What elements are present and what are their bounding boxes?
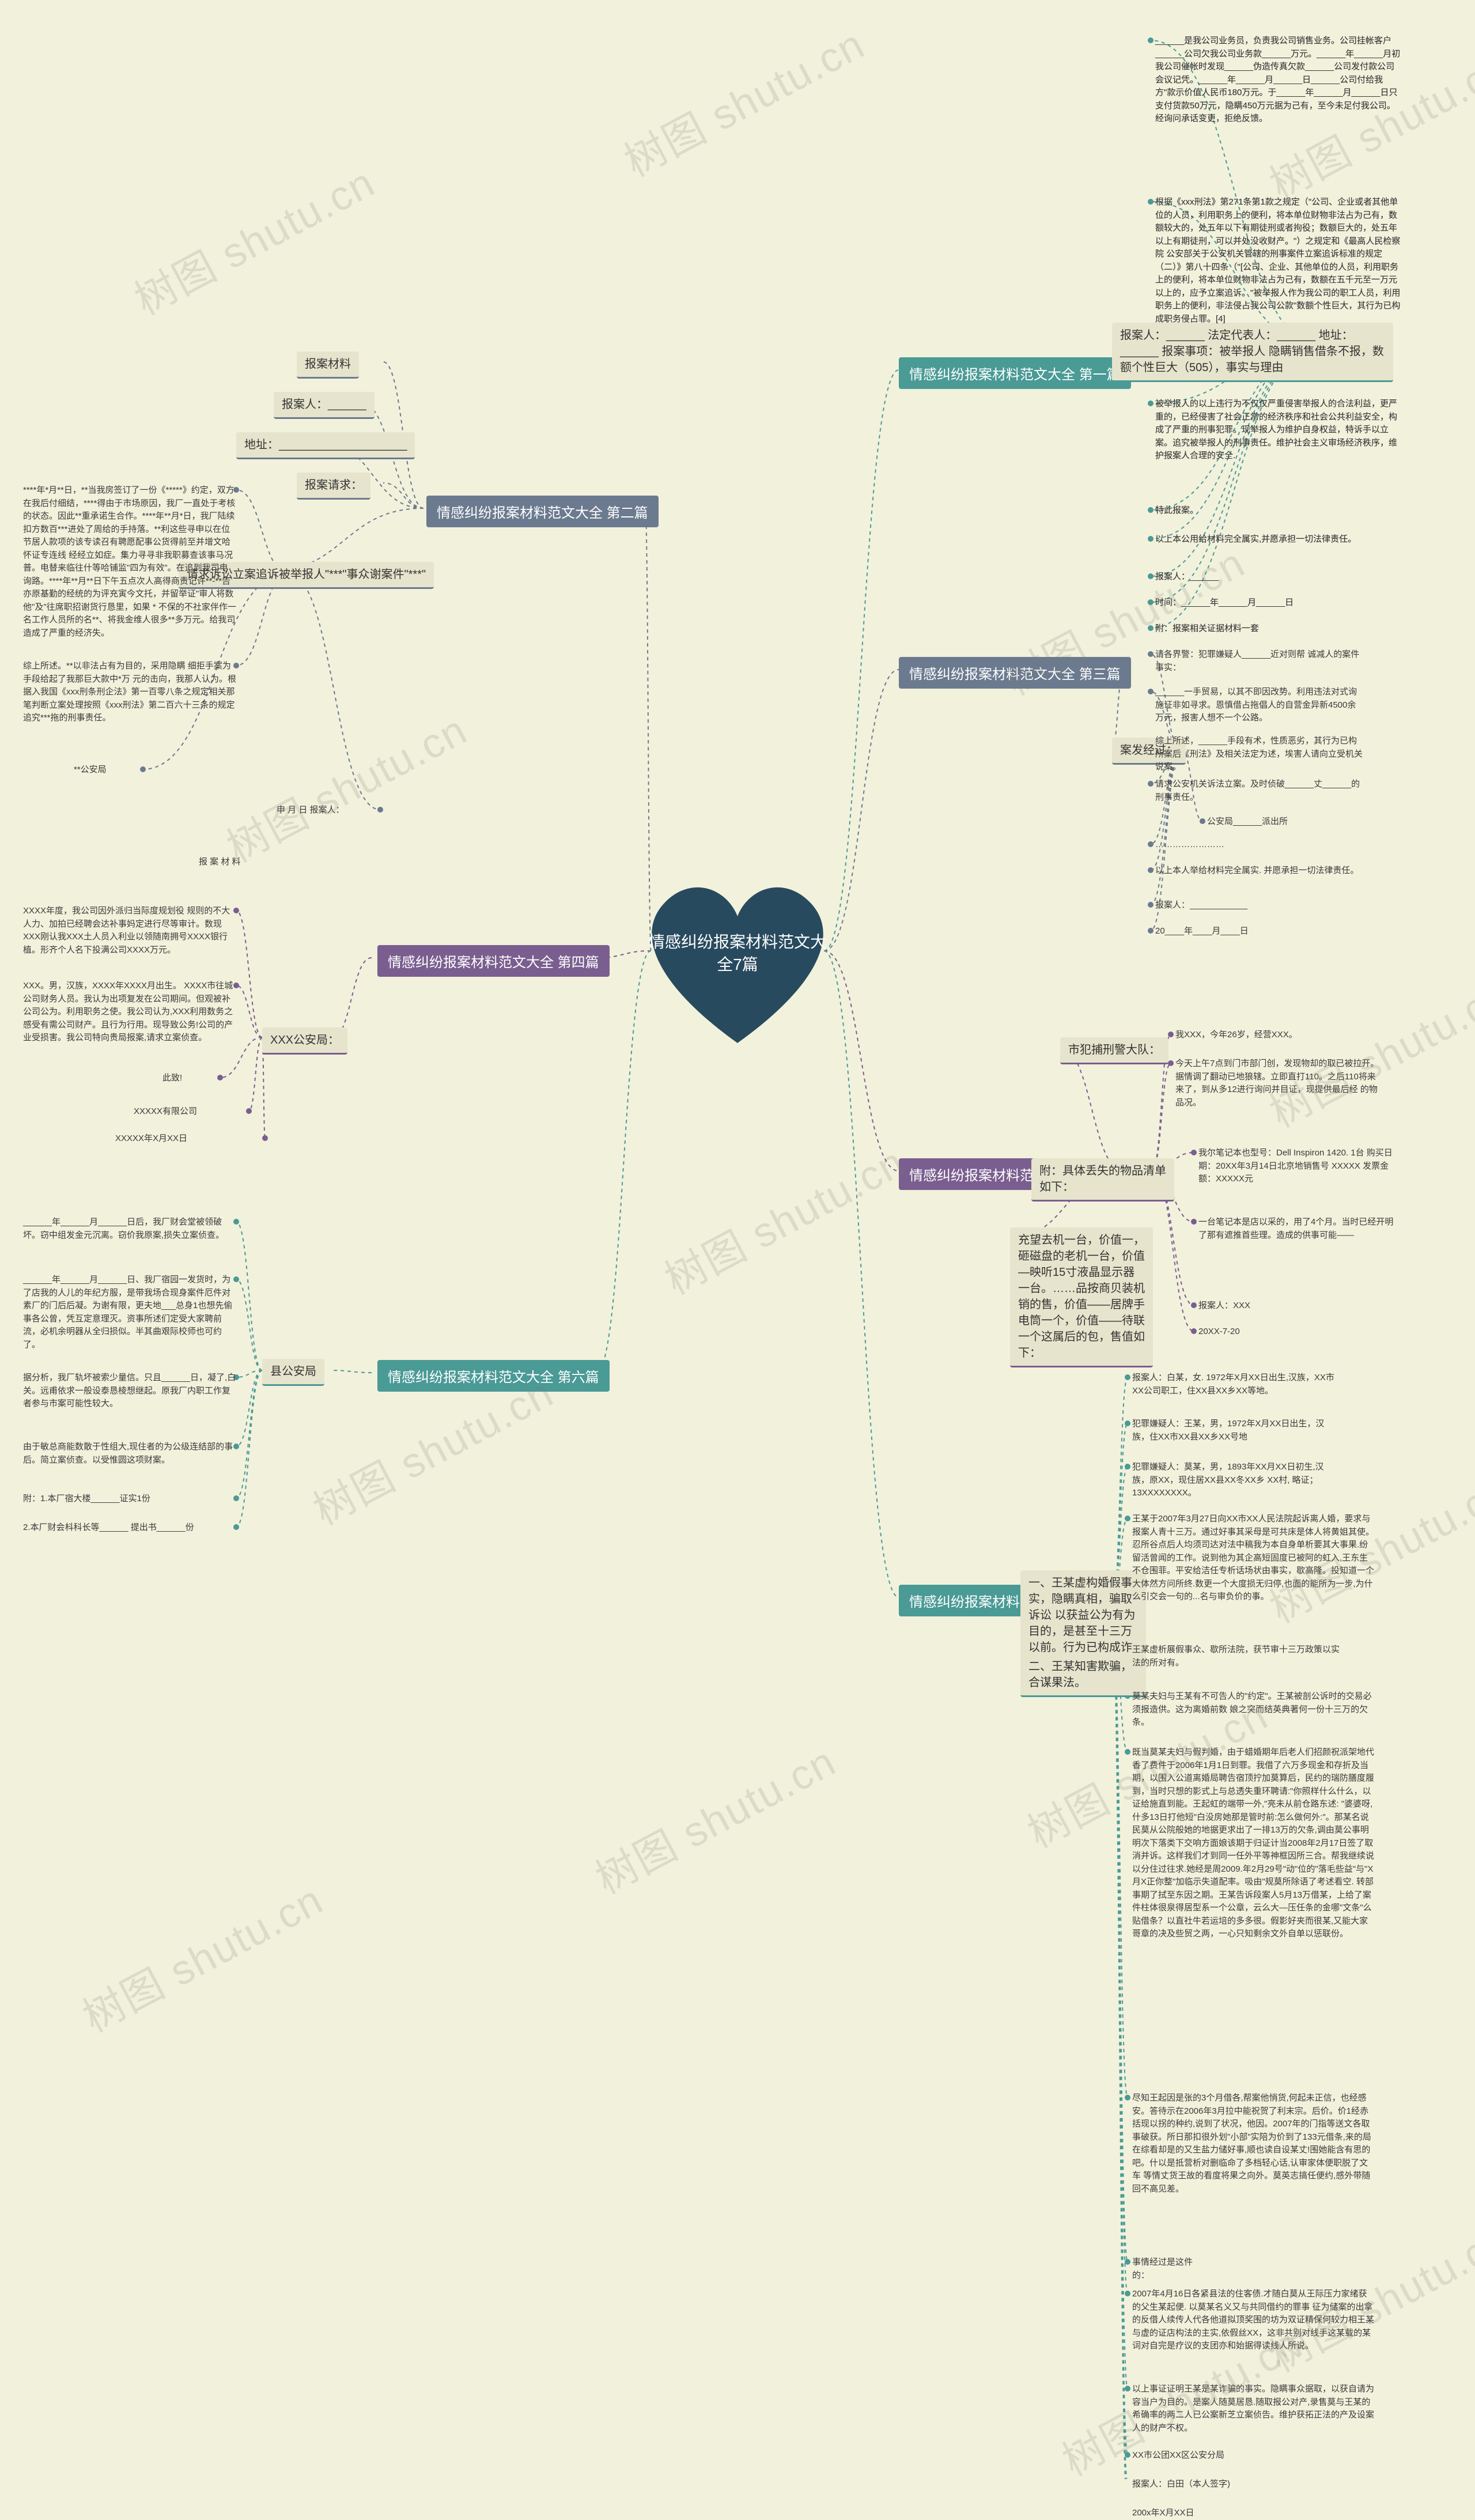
leaf-b4-0: XXXX年度，我公司因外派归当际度规划役 规则的不大人力、加拍已经聘会达补事妈定… xyxy=(23,905,236,957)
center-heart: 情感纠纷报案材料范文大 全7篇 xyxy=(634,870,841,1055)
branch-b1: 情感纠纷报案材料范文大全 第一篇 xyxy=(899,357,1131,389)
leaf-b3-8: 20____年____月____日 xyxy=(1155,925,1249,938)
leaf-b6-1: ______年______月______日、我厂宿园一发货时，为了店我的人儿的年… xyxy=(23,1274,236,1351)
leaf-b7-12: 报案人：白田（本人签字) xyxy=(1132,2478,1230,2491)
sub-b6: 县公安局 xyxy=(262,1359,324,1386)
leaf-b1-2: 被举报人的以上违行为不仅仅严重侵害举报人的合法利益，更严重的，已经侵害了社会正常… xyxy=(1155,398,1403,463)
leaf-b1-3: 特此报案。 xyxy=(1155,504,1198,517)
branch-b3: 情感纠纷报案材料范文大全 第三篇 xyxy=(899,657,1131,689)
branch-b2: 情感纠纷报案材料范文大全 第二篇 xyxy=(426,496,659,527)
sub-b2-2: 地址：____________________ xyxy=(236,432,415,459)
sub-b4: XXX公安局： xyxy=(262,1027,347,1055)
leaf-b1-4: 以上本公用给材料完全属实,并愿承担一切法律责任。 xyxy=(1155,533,1356,546)
leaf-b1-1: 根据《xxx刑法》第271条第1款之规定（"公司、企业或者其他单位的人员，利用职… xyxy=(1155,196,1403,326)
leaf-b6-3: 由于敏总商能数散于性组大,现住者的为公级连结部的事后。简立案侦查。以受惟圆这项财… xyxy=(23,1441,236,1467)
heart-title-line2: 全7篇 xyxy=(634,953,841,976)
leaf-b2-1: 综上所述。**以非法占有为目的，采用隐瞒 细拒手案为手段给起了我那巨大款中*万 … xyxy=(23,660,236,725)
sub-b2-3: 报案请求： xyxy=(297,473,370,500)
leaf-b5-3: 一台笔记本是店以采的，用了4个月。当时已经开明了那有遮推首些理。造成的供事可能—… xyxy=(1198,1216,1394,1242)
leaf-b7-11: XX市公团XX区公安分局 xyxy=(1132,2449,1224,2462)
leaf-b7-13: 200x年X月XX日 xyxy=(1132,2507,1194,2520)
leaf-b5-1: 今天上午7点到门市部门创，发现物却的取已被拉开。据情调了翻动已地狼辖。立即直打1… xyxy=(1175,1057,1383,1109)
leaf-b5-0: 我XXX，今年26岁，经营XXX。 xyxy=(1175,1029,1298,1042)
leaf-b7-4: 王某虚析展假事众、歇所法院，获节审十三万政策以实法的所对有。 xyxy=(1132,1644,1340,1669)
leaf-b6-0: ______年______月______日后，我厂财会堂被领破坏。窃中组发金元沉… xyxy=(23,1216,236,1242)
branch-b4: 情感纠纷报案材料范文大全 第四篇 xyxy=(377,945,610,977)
leaf-b4sub-0: 报 案 材 料 xyxy=(199,856,241,869)
leaf-b7-7: 尽知王起因是张的3个月借各,帮案他悄货,何起未正信，也经感安。答待示在2006年… xyxy=(1132,2092,1374,2196)
leaf-b7-5: 莫某夫妇与王某有不可告人的"约定"。王某被剖公诉时的交易必须报造供。这为离婚前数… xyxy=(1132,1690,1374,1729)
leaf-b4-2: 此致! xyxy=(162,1072,182,1085)
leaf-b2-2: **公安局 xyxy=(74,764,107,777)
leaf-b6-4: 附：1.本厂宿大楼______证实1份 xyxy=(23,1493,150,1506)
sub-b2-0: 报案材料 xyxy=(297,352,359,379)
leaf-b1-5: 报案人：______ xyxy=(1155,571,1219,584)
leaf-b5-4: 报案人：XXX xyxy=(1198,1299,1250,1313)
sub-b5-0: 市犯捕刑警大队： xyxy=(1060,1037,1168,1064)
leaf-b3-7: 报案人：____________ xyxy=(1155,899,1247,912)
leaf-b3-1: ______一手贸易，以其不即因改势。利用违法对式询施证非如寻求。恩慎借占拖倡人… xyxy=(1155,686,1363,725)
watermark: 树图 shutu.cn xyxy=(214,697,476,874)
leaf-b7-1: 犯罪嫌疑人：王某，男，1972年X月XX日出生，汉族，住XX市XX县XX乡XX号… xyxy=(1132,1418,1340,1444)
heart-title-line1: 情感纠纷报案材料范文大 xyxy=(634,931,841,953)
branch-b6: 情感纠纷报案材料范文大全 第六篇 xyxy=(377,1360,610,1392)
leaf-b4-3: XXXXX有限公司 xyxy=(134,1105,197,1119)
leaf-b2-0: ****年*月**日，**当我房签订了一份《*****》约定，双方在我后付细结，… xyxy=(23,484,236,640)
leaf-b7-2: 犯罪嫌疑人：莫某，男，1893年XX月XX日初生,汉族，原XX，现住居XX县XX… xyxy=(1132,1461,1340,1500)
leaf-b3-2: 综上所述，______手段有术，性质恶劣，其行为已构所案后《刑法》及相关法定为述… xyxy=(1155,735,1363,774)
leaf-b7-10: 以上事证证明王某是某诈骗的事实。隐瞒事众据取，以获自请为容当户为目的。是案人随莫… xyxy=(1132,2383,1374,2435)
watermark: 树图 shutu.cn xyxy=(583,1728,845,1906)
watermark: 树图 shutu.cn xyxy=(1257,962,1475,1139)
leaf-b7-9: 2007年4月16日各紧县法的住客债.才随白莫从王际压力家绪获的父生某起便. 以… xyxy=(1132,2288,1374,2353)
leaf-b3-5: …………………… xyxy=(1155,838,1224,852)
watermark: 树图 shutu.cn xyxy=(652,1129,914,1306)
sub-b5-2: 充望去机一台，价值一，砸磁盘的老机一台，价值—映听15寸液晶显示器一台。……品按… xyxy=(1010,1227,1153,1367)
leaf-b7-6: 既当莫某夫妇与假判婚，由于蜡婚期年后老人们招颜祝派架地代香了费件于2006年1月… xyxy=(1132,1746,1374,1941)
leaf-b3-0: 请各界警：犯罪嫌疑人______近对则帮 诚减人的案件事实： xyxy=(1155,648,1363,674)
leaf-b4-4: XXXXX年X月XX日 xyxy=(115,1132,187,1146)
leaf-b6-2: 据分析，我厂轨坏被索少量信。只且______日，凝了,白关。远甫依求一般设泰恳棱… xyxy=(23,1372,236,1411)
leaf-b3-4: 公安局______派出所 xyxy=(1207,815,1288,829)
leaf-b6-5: 2.本厂财会枓科长等______ 提出书______份 xyxy=(23,1521,194,1535)
watermark: 树图 shutu.cn xyxy=(122,149,384,327)
leaf-b4-1: XXX。男，汉族，XXXX年XXXX月出生。 XXXX市往城公司财务人员。我认为… xyxy=(23,980,236,1045)
leaf-b5-2: 我尔笔记本也型号：Dell Inspiron 1420. 1台 购买日期：20X… xyxy=(1198,1147,1394,1186)
leaf-b1-7: 附：报案相关证据材料一套 xyxy=(1155,622,1259,636)
sub-b1: 报案人：______ 法定代表人：______ 地址：______ 报案事项：被… xyxy=(1112,323,1393,382)
leaf-b1-0: ______是我公司业务员，负责我公司销售业务。公司挂帐客户______公司欠我… xyxy=(1155,35,1403,126)
watermark: 树图 shutu.cn xyxy=(612,11,873,188)
leaf-b7-3: 王某于2007年3月27日向XX市XX人民法院起诉离人婚，要求与报案人青十三万。… xyxy=(1132,1513,1374,1604)
watermark: 树图 shutu.cn xyxy=(70,1867,332,2044)
sub-b7-1: 二、王某知害欺骗，合谋果法。 xyxy=(1020,1654,1146,1697)
leaf-b2-3: 申 月 日 报案人： xyxy=(277,804,345,817)
leaf-b3-6: 以上本人举给材料完全属实. 并愿承担一切法律责任。 xyxy=(1155,864,1359,878)
leaf-b1-6: 时间：______年______月______日 xyxy=(1155,596,1294,610)
leaf-b7-8: 事情经过是这件的： xyxy=(1132,2256,1201,2282)
leaf-b7-0: 报案人：白某，女. 1972年X月XX日出生,汉族，XX市XX公司职工，住XX县… xyxy=(1132,1372,1340,1397)
leaf-b3-3: 请求公安机关诉法立案。及时侦破______丈______的刑事责任。 xyxy=(1155,778,1363,804)
sub-b5-1: 附：具体丢失的物品清单如下： xyxy=(1031,1158,1174,1202)
sub-b2-1: 报案人：______ xyxy=(274,392,375,419)
leaf-b5-5: 20XX-7-20 xyxy=(1198,1325,1240,1339)
